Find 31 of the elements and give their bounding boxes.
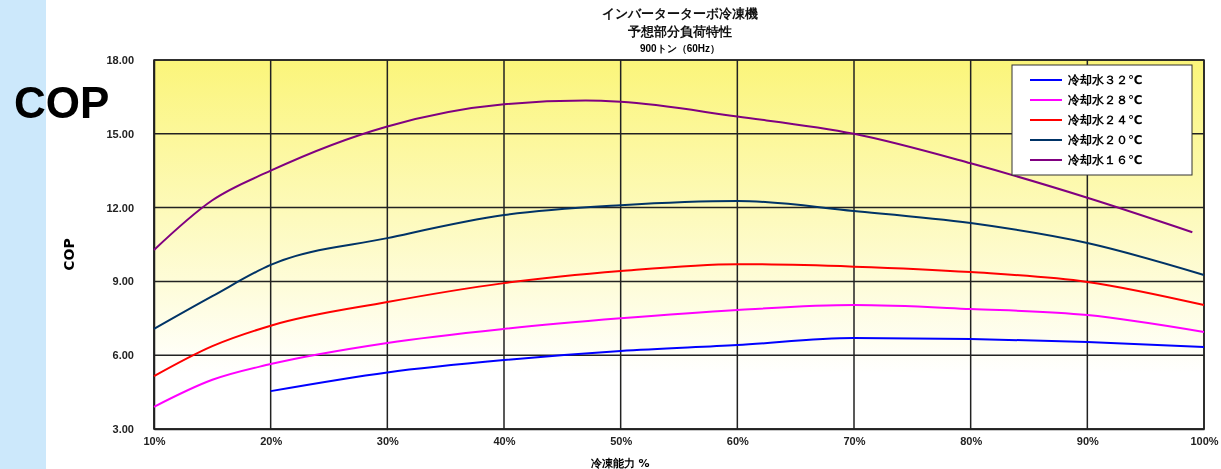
x-tick-label: 70% — [843, 434, 866, 447]
x-tick-label: 100% — [1190, 434, 1219, 447]
x-tick-label: 30% — [376, 434, 400, 447]
y-tick-label: 18.00 — [106, 54, 134, 67]
line-series — [153, 263, 1205, 378]
x-tick-label: 60% — [726, 434, 750, 447]
legend-label: 冷却水２４℃ — [1068, 113, 1143, 127]
line-series — [153, 304, 1205, 408]
x-axis-title: 冷凍能力 % — [590, 457, 650, 469]
text: COP — [14, 78, 110, 127]
chart-title: インバーターターボ冷凍機 — [602, 6, 758, 21]
x-tick-label: 50% — [610, 434, 633, 447]
y-tick-label: 9.00 — [112, 275, 134, 288]
y-tick-label: 12.00 — [106, 201, 134, 214]
line-series — [269, 336, 1205, 393]
y-axis-title: COP — [61, 238, 77, 271]
legend-label: 冷却水１６℃ — [1068, 153, 1143, 167]
legend-label: 冷却水３２℃ — [1068, 73, 1143, 87]
x-tick-label: 40% — [493, 434, 516, 447]
chart-subtitle: 予想部分負荷特性 — [627, 24, 732, 39]
line-series — [153, 199, 1205, 330]
y-tick-label: 3.00 — [112, 423, 134, 436]
legend-label: 冷却水２８℃ — [1068, 93, 1143, 107]
y-tick-label: 15.00 — [106, 127, 134, 140]
text: 900トン（60Hz） — [639, 43, 721, 54]
x-tick-label: 80% — [960, 434, 983, 447]
x-tick-label: 10% — [143, 434, 166, 447]
legend-label: 冷却水２０℃ — [1068, 133, 1143, 147]
y-tick-label: 6.00 — [112, 349, 134, 362]
x-tick-label: 90% — [1076, 434, 1100, 447]
x-tick-label: 20% — [260, 434, 283, 447]
